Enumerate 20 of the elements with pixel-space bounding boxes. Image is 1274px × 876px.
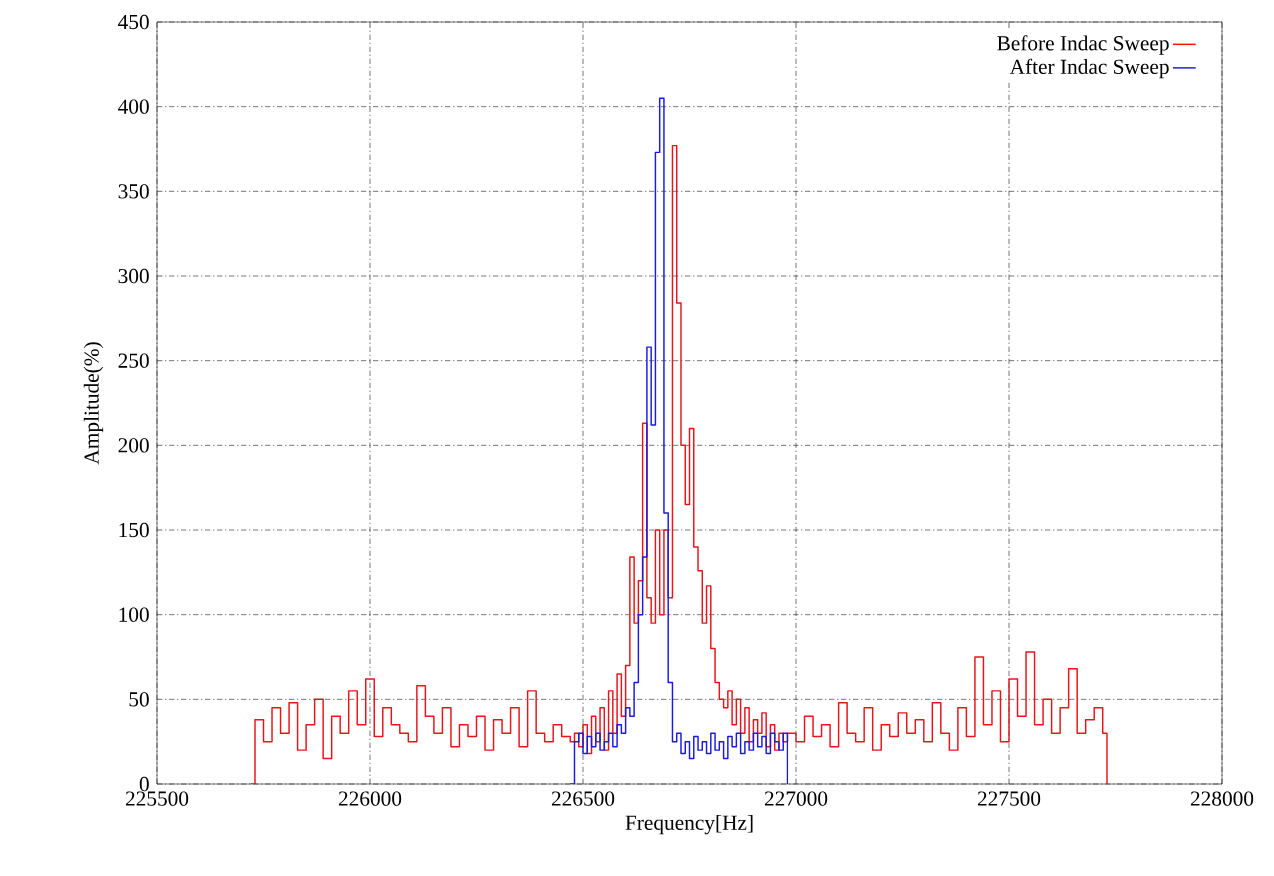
y-tick-label: 150 <box>119 522 149 538</box>
y-tick-label: 450 <box>118 14 149 30</box>
y-axis-title: Amplitude(%) <box>83 342 104 465</box>
y-tick-label: 400 <box>118 99 149 114</box>
legend-label: Before Indac Sweep <box>997 35 1169 55</box>
y-tick-label: 300 <box>118 268 149 284</box>
x-tick-label: 225500 <box>125 791 189 806</box>
y-tick-label: 200 <box>118 438 149 453</box>
x-tick-label: 227000 <box>764 791 828 806</box>
y-tick-label: 50 <box>129 692 149 707</box>
y-tick-label: 250 <box>118 353 149 368</box>
y-tick-label: 0 <box>139 776 149 792</box>
x-tick-label: 228000 <box>1190 791 1254 806</box>
y-tick-label: 350 <box>118 184 149 199</box>
x-tick-label: 227500 <box>977 791 1041 806</box>
y-tick-label: 100 <box>119 607 149 622</box>
x-tick-label: 226000 <box>338 791 402 806</box>
x-tick-label: 226500 <box>551 791 615 806</box>
x-axis-title: Frequency[Hz] <box>625 814 753 835</box>
legend-label: After Indac Sweep <box>1009 58 1169 79</box>
